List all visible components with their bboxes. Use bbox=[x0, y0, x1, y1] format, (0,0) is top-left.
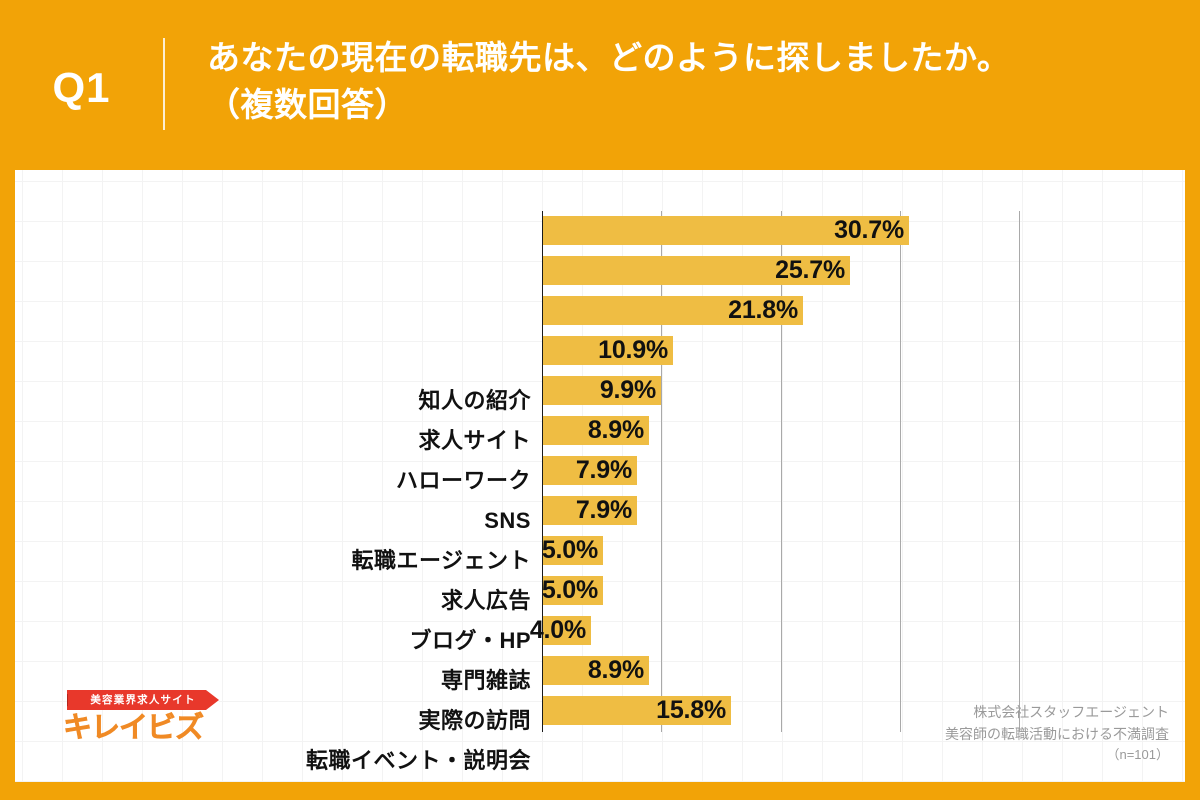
bar-row: 5.0% bbox=[542, 571, 1162, 611]
logo-ribbon-text: 美容業界求人サイト bbox=[67, 690, 219, 710]
bar-value-label: 9.9% bbox=[599, 376, 656, 404]
bar[interactable] bbox=[543, 336, 673, 365]
bar-value-label: 8.9% bbox=[587, 656, 644, 684]
bar[interactable] bbox=[543, 256, 850, 285]
bar[interactable] bbox=[543, 216, 909, 245]
category-label: 知人の紹介 bbox=[418, 388, 531, 413]
bar-row: 30.7% bbox=[542, 211, 1162, 251]
bar[interactable] bbox=[543, 416, 649, 445]
header-banner: Q1 あなたの現在の転職先は、どのように探しましたか。 （複数回答） bbox=[0, 0, 1200, 168]
credit-sample-size: （n=101） bbox=[1106, 747, 1169, 763]
category-label: ハローワーク bbox=[395, 468, 531, 493]
credit-company: 株式会社スタッフエージェント bbox=[973, 704, 1169, 721]
page-title: あなたの現在の転職先は、どのように探しましたか。 （複数回答） bbox=[207, 39, 1011, 123]
bar[interactable] bbox=[543, 496, 637, 525]
bar-row: 8.9% bbox=[542, 651, 1162, 691]
category-label: スカウトサイト bbox=[373, 781, 531, 782]
bar[interactable] bbox=[543, 296, 803, 325]
bar[interactable] bbox=[543, 376, 661, 405]
credit-survey: 美容師の転職活動における不満調査 bbox=[945, 726, 1169, 743]
bar-row: 15.8% bbox=[542, 691, 1162, 731]
bar-row: 5.0% bbox=[542, 531, 1162, 571]
bar-value-label: 25.7% bbox=[775, 256, 845, 284]
question-number: Q1 bbox=[52, 64, 111, 111]
bar-value-label: 4.0% bbox=[529, 616, 586, 644]
bar-row: 9.9% bbox=[542, 371, 1162, 411]
bar-value-label: 10.9% bbox=[598, 336, 668, 364]
bar-value-label: 8.9% bbox=[587, 416, 644, 444]
brand-logo[interactable]: 美容業界求人サイト キレイビズ bbox=[63, 690, 231, 748]
bar[interactable] bbox=[543, 656, 649, 685]
category-label: ブログ・HP bbox=[409, 628, 531, 653]
bar-row: 4.0% bbox=[530, 611, 1162, 651]
bar-row: 7.9% bbox=[542, 451, 1162, 491]
bar[interactable] bbox=[543, 576, 603, 605]
bar-value-label: 5.0% bbox=[541, 536, 598, 564]
gridline bbox=[900, 211, 901, 732]
source-credit: 株式会社スタッフエージェント 美容師の転職活動における不満調査 （n=101） bbox=[945, 701, 1169, 766]
bar-chart-plot: 30.7% 25.7% 21.8% 10.9% 9.9% 8.9% 7.9% 7.9% 5.0%… bbox=[530, 211, 1162, 751]
bar-value-label: 5.0% bbox=[541, 576, 598, 604]
gridline bbox=[661, 211, 662, 732]
category-label: SNS bbox=[484, 508, 531, 533]
bar-value-label: 30.7% bbox=[834, 216, 904, 244]
category-axis-labels: 知人の紹介求人サイトハローワーク SNS 転職エージェント求人広告ブログ・HP 専門雑… bbox=[15, 381, 542, 782]
bar[interactable] bbox=[543, 456, 637, 485]
bar[interactable] bbox=[543, 616, 591, 645]
bar-row: 8.9% bbox=[542, 411, 1162, 451]
bar-value-label: 21.8% bbox=[728, 296, 798, 324]
category-label: 専門雑誌 bbox=[440, 668, 531, 693]
category-label: 転職エージェント bbox=[351, 548, 531, 573]
bar[interactable] bbox=[543, 696, 731, 725]
chart-card: 知人の紹介求人サイトハローワーク SNS 転職エージェント求人広告ブログ・HP 専門雑… bbox=[15, 170, 1185, 782]
bar[interactable] bbox=[543, 536, 603, 565]
category-label: 転職イベント・説明会 bbox=[305, 748, 531, 773]
value-axis-line bbox=[542, 211, 543, 732]
bar-row: 7.9% bbox=[542, 491, 1162, 531]
category-label: 実際の訪問 bbox=[418, 708, 531, 733]
bar-row: 21.8% bbox=[542, 291, 1162, 331]
gridline bbox=[781, 211, 782, 732]
header-divider bbox=[163, 38, 165, 130]
gridline bbox=[1019, 211, 1020, 732]
bar-row: 25.7% bbox=[542, 251, 1162, 291]
bar-value-label: 7.9% bbox=[575, 456, 632, 484]
bar-value-label: 7.9% bbox=[575, 496, 632, 524]
bar-value-label: 15.8% bbox=[656, 696, 726, 724]
category-label: 求人サイト bbox=[418, 428, 531, 453]
bar-row: 10.9% bbox=[542, 331, 1162, 371]
category-label: 求人広告 bbox=[440, 588, 531, 613]
logo-wordmark: キレイビズ bbox=[63, 712, 205, 744]
